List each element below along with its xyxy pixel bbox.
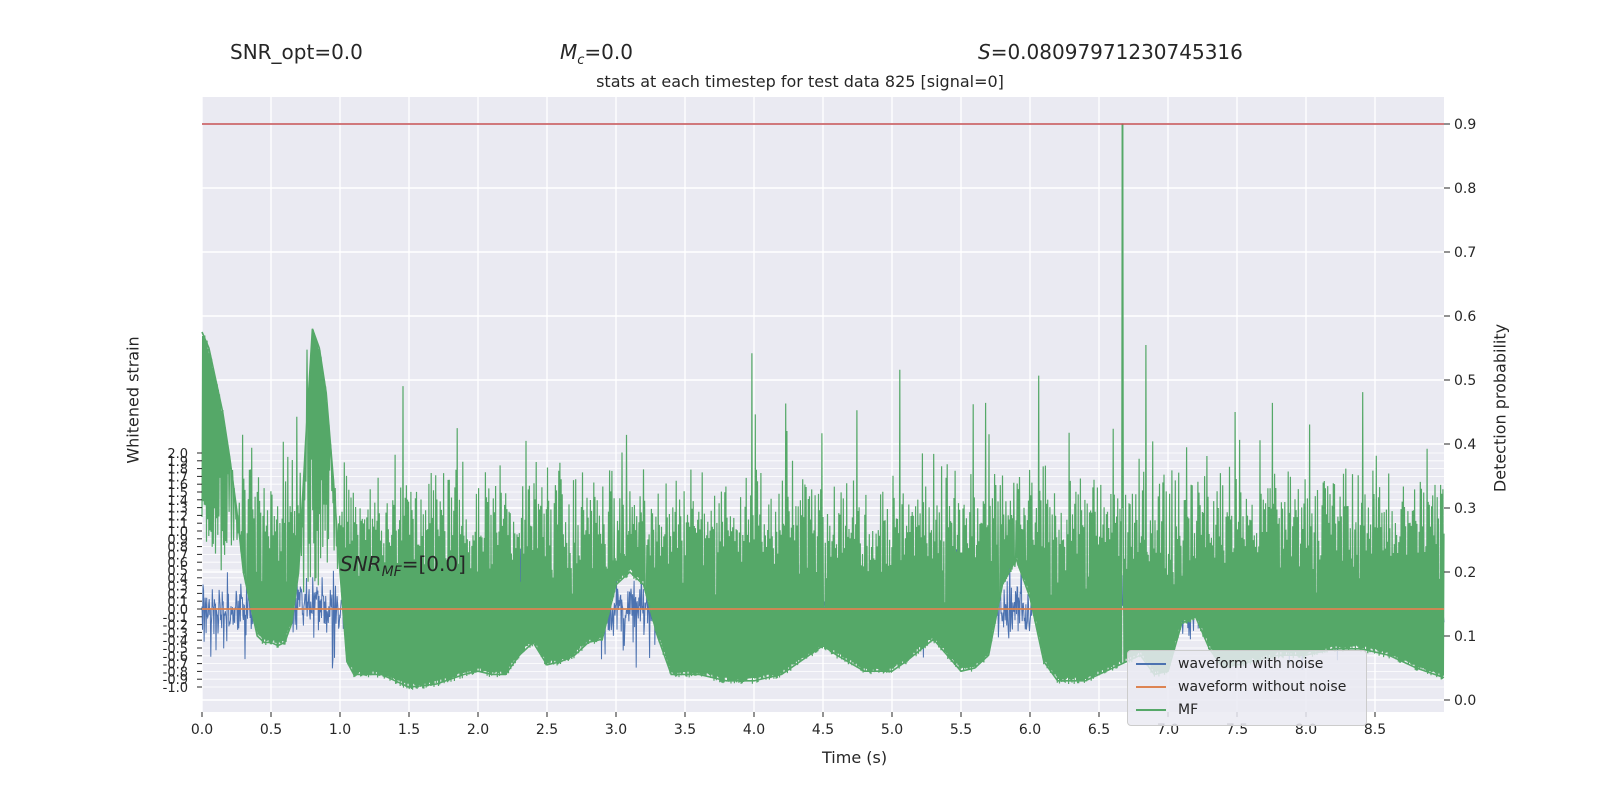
chart-title: stats at each timestep for test data 825…	[596, 72, 1004, 91]
left-tick-label: -0.9	[163, 673, 188, 688]
left-tick-label: 1.5	[167, 486, 188, 501]
left-tick-label: 1.8	[167, 463, 188, 478]
left-tick-label: 1.9	[167, 455, 188, 470]
right-tick-label: 0.1	[1454, 629, 1476, 645]
left-tick-label: -0.5	[163, 642, 188, 657]
x-tick-label: 1.0	[329, 722, 351, 738]
left-tick-label: 0.8	[167, 541, 188, 556]
mc-value: =0.0	[584, 40, 633, 64]
x-tick-label: 4.0	[743, 722, 765, 738]
right-tick-label: 0.3	[1454, 501, 1476, 517]
right-tick-label: 0.9	[1454, 117, 1476, 133]
left-tick-label: -0.1	[163, 611, 188, 626]
legend-swatch-blue	[1136, 663, 1166, 665]
x-tick-label: 6.5	[1088, 722, 1110, 738]
x-tick-label: 8.0	[1295, 722, 1317, 738]
s-stat-label: S=0.08097971230745316	[978, 40, 1243, 64]
right-tick-label: 0.6	[1454, 309, 1476, 325]
left-tick-label: -0.8	[163, 665, 188, 680]
left-tick-label: -1.0	[163, 681, 188, 696]
left-tick-label: 1.0	[167, 525, 188, 540]
x-axis-label: Time (s)	[822, 748, 888, 767]
legend: waveform with noise waveform without noi…	[1127, 650, 1367, 726]
snr-opt-label: SNR_opt=0.0	[230, 40, 363, 64]
left-tick-label: -0.4	[163, 634, 188, 649]
snr-mf-base: SNR	[340, 552, 382, 576]
left-tick-label: 1.6	[167, 478, 188, 493]
x-tick-label: 6.0	[1019, 722, 1041, 738]
x-tick-label: 3.0	[605, 722, 627, 738]
legend-label: waveform without noise	[1178, 679, 1347, 695]
x-tick-label: 0.0	[191, 722, 213, 738]
mc-symbol: M	[560, 40, 578, 64]
left-y-axis-label: Whitened strain	[123, 336, 143, 464]
left-tick-label: 0.2	[167, 587, 188, 602]
left-tick-label: 0.3	[167, 580, 188, 595]
series-mf	[201, 123, 1445, 690]
legend-item-waveform-with-noise: waveform with noise	[1136, 654, 1323, 674]
left-tick-label: 0.5	[167, 564, 188, 579]
left-tick-label: 0.1	[167, 595, 188, 610]
s-symbol: S	[978, 40, 991, 64]
right-tick-label: 0.8	[1454, 181, 1476, 197]
left-tick-label: 1.1	[167, 517, 188, 532]
x-tick-label: 8.5	[1364, 722, 1386, 738]
x-tick-label: 4.5	[812, 722, 834, 738]
left-tick-label: -0.6	[163, 650, 188, 665]
right-tick-label: 0.0	[1454, 693, 1476, 709]
snr-mf-value: =[0.0]	[401, 552, 466, 576]
legend-item-waveform-without-noise: waveform without noise	[1136, 677, 1346, 697]
x-tick-label: 7.5	[1226, 722, 1248, 738]
left-tick-label: -0.2	[163, 619, 188, 634]
snr-mf-annotation: SNRMF=[0.0]	[340, 552, 466, 580]
left-tick-label: 2.0	[167, 447, 188, 462]
right-y-axis-label: Detection probability	[1490, 323, 1510, 493]
left-tick-label: 1.4	[167, 494, 188, 509]
left-tick-label: 0.6	[167, 556, 188, 571]
left-tick-label: 1.2	[167, 509, 188, 524]
right-tick-label: 0.2	[1454, 565, 1476, 581]
x-tick-label: 0.5	[260, 722, 282, 738]
right-tick-label: 0.7	[1454, 245, 1476, 261]
left-tick-label: 1.7	[167, 470, 188, 485]
left-tick-label: -0.3	[163, 626, 188, 641]
left-tick-label: 0.0	[167, 603, 188, 618]
x-tick-label: 2.0	[467, 722, 489, 738]
legend-swatch-green	[1136, 709, 1166, 711]
x-tick-label: 7.0	[1157, 722, 1179, 738]
chirp-mass-label: Mc=0.0	[560, 40, 633, 68]
legend-swatch-orange	[1136, 686, 1166, 688]
left-tick-label: 0.7	[167, 548, 188, 563]
x-tick-label: 2.5	[536, 722, 558, 738]
x-tick-label: 3.5	[674, 722, 696, 738]
left-tick-label: 0.4	[167, 572, 188, 587]
s-value: =0.08097971230745316	[990, 40, 1243, 64]
left-tick-label: -0.7	[163, 658, 188, 673]
x-tick-label: 5.5	[950, 722, 972, 738]
left-tick-label: 1.3	[167, 502, 188, 517]
x-tick-label: 5.0	[881, 722, 903, 738]
legend-item-mf: MF	[1136, 700, 1198, 720]
right-tick-label: 0.5	[1454, 373, 1476, 389]
left-tick-label: 0.9	[167, 533, 188, 548]
x-tick-label: 1.5	[398, 722, 420, 738]
snr-mf-subscript: MF	[381, 564, 402, 580]
legend-label: MF	[1178, 702, 1199, 718]
right-tick-label: 0.4	[1454, 437, 1476, 453]
legend-label: waveform with noise	[1178, 656, 1324, 672]
mc-subscript: c	[577, 53, 585, 68]
